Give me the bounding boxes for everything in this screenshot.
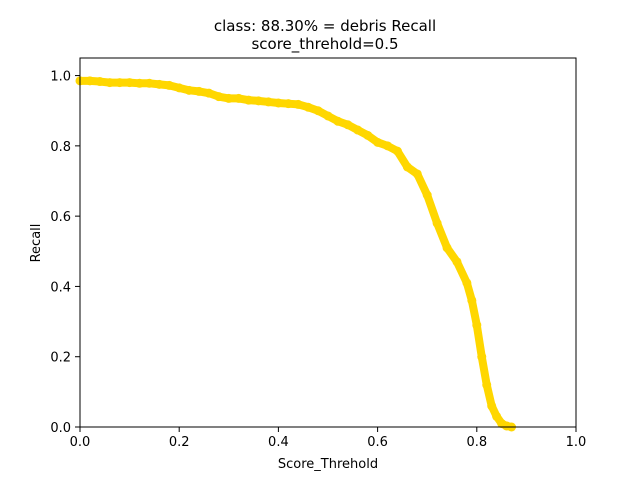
data-point [323,111,333,121]
data-point [204,88,214,98]
x-tick-label: 1.0 [566,435,587,450]
data-point [412,169,422,179]
y-tick-label: 1.0 [50,70,71,85]
data-point [273,98,283,108]
data-point [263,97,273,107]
x-tick-label: 0.2 [169,435,190,450]
data-point [467,295,477,305]
data-point [144,78,154,88]
data-point [244,95,254,105]
y-axis-label: Recall [29,224,44,263]
data-point [402,162,412,172]
data-point [164,80,174,90]
x-axis-ticks: 0.0 0.2 0.4 0.6 0.8 1.0 [70,427,587,450]
data-point [482,380,492,390]
x-tick-label: 0.0 [70,435,91,450]
data-point [224,93,234,103]
data-point [432,218,442,228]
y-tick-label: 0.6 [50,210,71,225]
x-tick-label: 0.6 [367,435,388,450]
y-axis-ticks: 0.0 0.2 0.4 0.6 0.8 1.0 [50,70,80,436]
data-point [234,93,244,103]
data-point [487,401,497,411]
x-tick-label: 0.4 [268,435,289,450]
data-point [462,278,472,288]
data-point [254,96,264,106]
data-point [422,190,432,200]
chart-title: class: 88.30% = debris Recall [214,17,436,35]
data-point [184,85,194,95]
data-point [472,320,482,330]
x-axis-label: Score_Threhold [278,457,378,472]
data-point [125,78,135,88]
data-point [105,78,115,88]
data-point [85,76,95,86]
chart-subtitle: score_threhold=0.5 [251,35,398,54]
data-point [353,125,363,135]
data-point [174,83,184,93]
data-point [452,257,462,267]
data-point [373,137,383,147]
data-point [333,116,343,126]
data-point [363,130,373,140]
data-point [343,120,353,130]
data-point [283,99,293,109]
y-tick-label: 0.2 [50,351,71,366]
data-point [492,411,502,421]
y-tick-label: 0.8 [50,140,71,155]
y-tick-label: 0.4 [50,280,71,295]
data-point [293,99,303,109]
data-point [135,78,145,88]
data-point [383,141,393,151]
data-points [75,76,517,432]
data-point [392,146,402,156]
data-point [303,102,313,112]
data-point [115,78,125,88]
data-point [442,243,452,253]
plot-frame [79,57,577,428]
data-point [95,77,105,87]
data-point [194,86,204,96]
data-point [477,352,487,362]
data-point [154,79,164,89]
data-point [313,106,323,116]
x-tick-label: 0.8 [466,435,487,450]
y-tick-label: 0.0 [50,421,71,436]
data-point [214,92,224,102]
